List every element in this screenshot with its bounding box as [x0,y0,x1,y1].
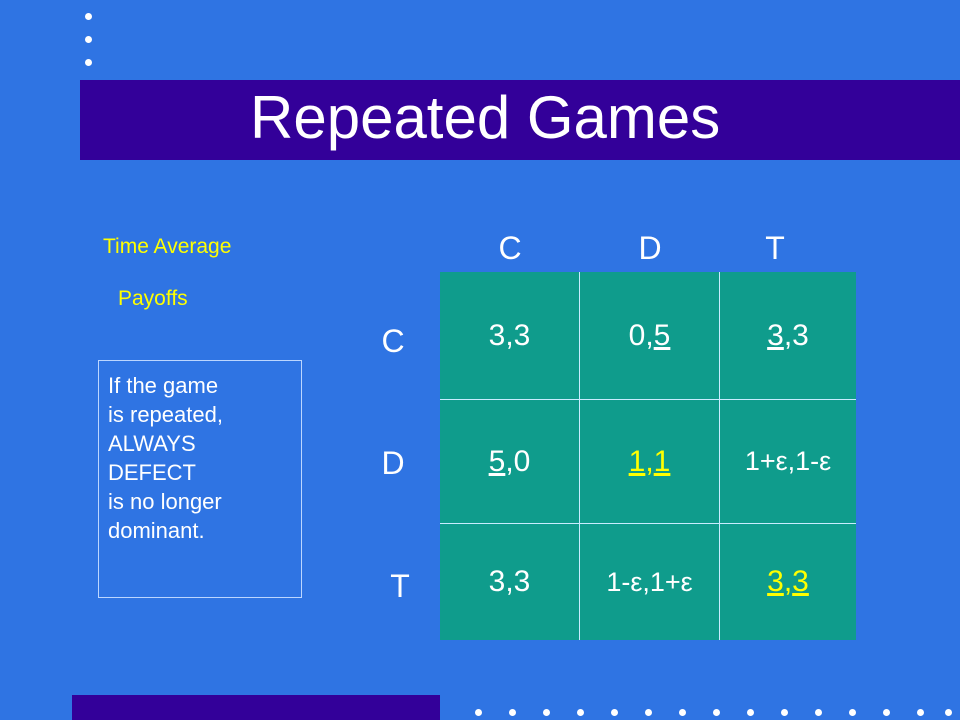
note-box: If the game is repeated, ALWAYS DEFECT i… [98,360,302,598]
bullet-dot [945,709,952,716]
bullet-dot [645,709,652,716]
footer-bar [72,695,440,720]
bullet-dot [85,13,92,20]
payoff-cell-t-c: 3,3 [440,524,580,640]
bullet-dot [611,709,618,716]
payoff-cell-t-d: 1-ε,1+ε [580,524,720,640]
bullet-dot [85,36,92,43]
note-line: ALWAYS [108,431,196,456]
caption-time-average: Time Average [103,235,232,258]
note-line: DEFECT [108,460,196,485]
bullet-dot [543,709,550,716]
note-line: is repeated, [108,402,223,427]
slide-title: Repeated Games [250,84,721,151]
row-header-c: C [381,323,405,359]
bullet-dot [849,709,856,716]
column-header-t: T [765,230,785,266]
note-line: dominant. [108,518,205,543]
row-header-d: D [381,445,405,481]
title-bar [80,80,960,160]
bullet-dot [917,709,924,716]
payoff-cell-c-d: 0, 5 [580,272,720,400]
bullet-dot [815,709,822,716]
payoff-cell-d-c: 5,0 [440,400,580,524]
bullet-dot [747,709,754,716]
bullet-dot [509,709,516,716]
bullet-dot [679,709,686,716]
bullet-dot [781,709,788,716]
note-line: is no longer [108,489,222,514]
payoff-cell-c-t: 3,3 [720,272,856,400]
bullet-dot [475,709,482,716]
caption-payoffs: Payoffs [118,287,188,310]
bullet-dot [713,709,720,716]
column-header-c: C [498,230,522,266]
payoff-cell-c-c: 3,3 [440,272,580,400]
payoff-matrix: 3,3 0, 5 3,3 5,0 1,1 1+ε,1-ε 3,3 1-ε,1+ε … [440,272,856,640]
note-line: If the game [108,373,219,398]
bullet-dot [577,709,584,716]
row-header-t: T [390,568,410,604]
bullet-dot [883,709,890,716]
payoff-cell-t-t: 3,3 [767,565,809,598]
payoff-cell-d-t: 1+ε,1-ε [720,400,856,524]
column-header-d: D [638,230,662,266]
bullet-dot [85,59,92,66]
payoff-cell-d-d: 1,1 [580,400,720,524]
